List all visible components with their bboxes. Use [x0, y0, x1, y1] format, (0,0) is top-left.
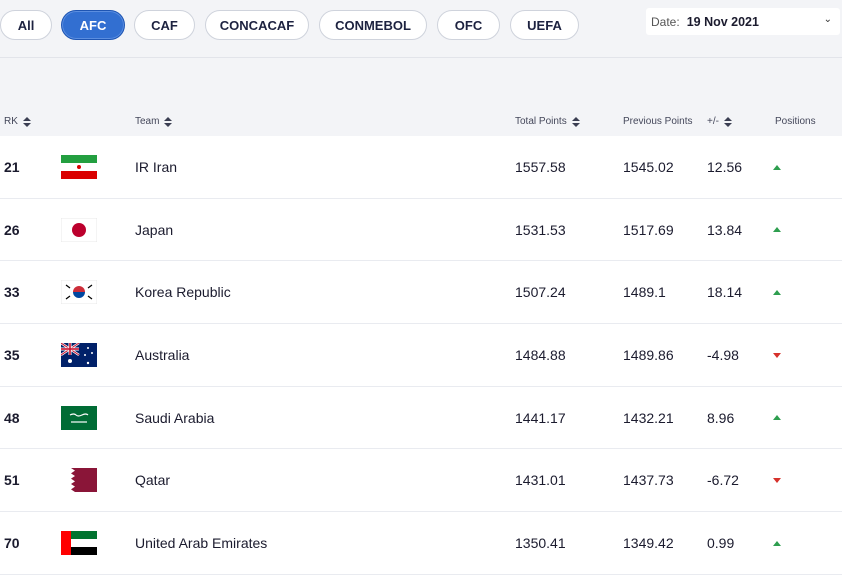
date-label: Date:: [651, 14, 680, 29]
filter-all-button[interactable]: All: [0, 10, 52, 40]
position-down-icon: [773, 324, 781, 386]
points-diff-value: 8.96: [707, 409, 735, 426]
positions-column-header: Positions: [775, 116, 816, 127]
previous-points-value: 1437.73: [623, 472, 674, 489]
rank-value: 35: [4, 347, 20, 364]
chevron-down-icon: ⌄: [823, 14, 832, 25]
sort-icon: [571, 116, 580, 127]
table-header: RK Team Total Points Previous Points +/-…: [0, 108, 842, 136]
confederation-filter-bar: All AFC CAF CONCACAF CONMEBOL OFC UEFA D…: [0, 0, 842, 58]
team-name[interactable]: Korea Republic: [135, 284, 231, 301]
total-header-label: Total Points: [515, 116, 567, 127]
table-row[interactable]: 48 Saudi Arabia 1441.17 1432.21 8.96: [0, 386, 842, 450]
previous-header-label: Previous Points: [623, 116, 693, 127]
position-up-icon: [773, 136, 781, 198]
australia-flag-icon: [61, 324, 97, 386]
team-name[interactable]: United Arab Emirates: [135, 535, 268, 552]
points-diff-value: -6.72: [707, 472, 739, 489]
positions-header-label: Positions: [775, 116, 816, 127]
total-points-value: 1431.01: [515, 472, 566, 489]
table-row[interactable]: 26 Japan 1531.53 1517.69 13.84: [0, 198, 842, 262]
total-points-value: 1507.24: [515, 284, 566, 301]
filter-caf-button[interactable]: CAF: [134, 10, 195, 40]
position-down-icon: [773, 449, 781, 511]
iran-flag-icon: [61, 136, 97, 198]
japan-flag-icon: [61, 199, 97, 261]
previous-points-value: 1432.21: [623, 409, 674, 426]
total-points-value: 1350.41: [515, 535, 566, 552]
total-points-column-header[interactable]: Total Points: [515, 116, 580, 127]
position-up-icon: [773, 387, 781, 449]
team-column-header[interactable]: Team: [135, 116, 173, 127]
team-name[interactable]: Japan: [135, 221, 174, 238]
date-value: 19 Nov 2021: [686, 14, 759, 29]
uae-flag-icon: [61, 512, 97, 574]
table-row[interactable]: 21 IR Iran 1557.58 1545.02 12.56: [0, 136, 842, 199]
filter-concacaf-button[interactable]: CONCACAF: [205, 10, 309, 40]
previous-points-value: 1349.42: [623, 535, 674, 552]
total-points-value: 1441.17: [515, 409, 566, 426]
previous-points-value: 1545.02: [623, 159, 674, 175]
rank-column-header[interactable]: RK: [4, 116, 31, 127]
korea-flag-icon: [61, 261, 97, 323]
team-header-label: Team: [135, 116, 160, 127]
position-up-icon: [773, 512, 781, 574]
previous-points-column-header: Previous Points: [623, 116, 692, 127]
sort-icon: [723, 116, 732, 127]
table-row[interactable]: 33 Korea Republic 1507.24 1489.1 18.14: [0, 261, 842, 325]
diff-column-header[interactable]: +/-: [707, 116, 732, 127]
points-diff-value: 18.14: [707, 284, 743, 301]
rank-value: 70: [4, 535, 20, 552]
filter-conmebol-button[interactable]: CONMEBOL: [319, 10, 427, 40]
sort-icon: [164, 116, 173, 127]
rank-value: 33: [4, 284, 20, 301]
points-diff-value: -4.98: [707, 347, 739, 364]
team-name[interactable]: IR Iran: [135, 159, 178, 175]
points-diff-value: 13.84: [707, 221, 743, 238]
diff-header-label: +/-: [707, 116, 719, 127]
rank-value: 21: [4, 159, 20, 175]
previous-points-value: 1517.69: [623, 221, 674, 238]
ranking-table: 21 IR Iran 1557.58 1545.02 12.56 26 Japa…: [0, 136, 842, 575]
total-points-value: 1484.88: [515, 347, 566, 364]
filter-afc-button[interactable]: AFC: [61, 10, 125, 40]
position-up-icon: [773, 261, 781, 323]
date-select[interactable]: Date: 19 Nov 2021 ⌄: [646, 8, 840, 35]
table-row[interactable]: 35 Australia 1484.88 1489.86 -4.98: [0, 324, 842, 387]
total-points-value: 1557.58: [515, 159, 566, 175]
total-points-value: 1531.53: [515, 221, 566, 238]
rank-header-label: RK: [4, 116, 18, 127]
previous-points-value: 1489.86: [623, 347, 674, 364]
team-name[interactable]: Australia: [135, 347, 190, 364]
filter-uefa-button[interactable]: UEFA: [510, 10, 579, 40]
points-diff-value: 12.56: [707, 159, 743, 175]
position-up-icon: [773, 199, 781, 261]
qatar-flag-icon: [61, 449, 97, 511]
rank-value: 48: [4, 409, 20, 426]
team-name[interactable]: Qatar: [135, 472, 171, 489]
filter-ofc-button[interactable]: OFC: [437, 10, 500, 40]
points-diff-value: 0.99: [707, 535, 735, 552]
table-row[interactable]: 70 United Arab Emirates 1350.41 1349.42 …: [0, 512, 842, 575]
team-name[interactable]: Saudi Arabia: [135, 409, 215, 426]
rank-value: 26: [4, 221, 20, 238]
saudi-flag-icon: [61, 387, 97, 449]
rank-value: 51: [4, 472, 20, 489]
previous-points-value: 1489.1: [623, 284, 666, 301]
sort-icon: [22, 116, 31, 127]
table-row[interactable]: 51 Qatar 1431.01 1437.73 -6.72: [0, 449, 842, 513]
